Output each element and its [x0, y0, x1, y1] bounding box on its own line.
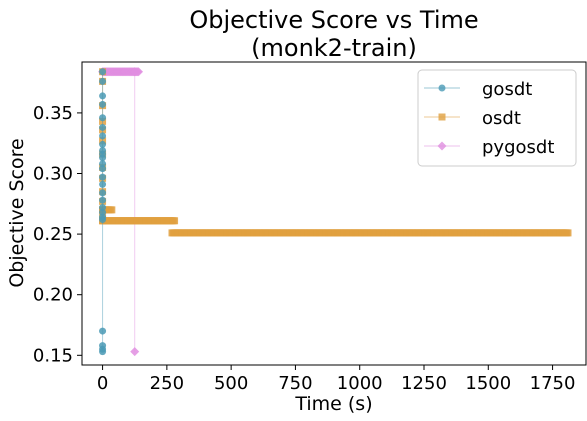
y-axis: 0.15 0.20 0.25 0.30 0.35 — [33, 103, 82, 366]
legend-label-gosdt: gosdt — [482, 79, 532, 100]
legend-box — [417, 69, 577, 167]
y-tick-label: 0.25 — [33, 224, 73, 245]
legend-marker-osdt — [438, 113, 446, 121]
x-tick-label: 0 — [97, 373, 108, 394]
y-tick-label: 0.35 — [33, 103, 73, 124]
data-point-pygosdt — [130, 67, 140, 77]
data-point-osdt — [99, 137, 107, 145]
x-tick-label: 1500 — [465, 373, 511, 394]
legend: gosdt osdt pygosdt — [417, 69, 577, 167]
data-point-gosdt — [99, 114, 107, 122]
legend-label-osdt: osdt — [482, 108, 521, 129]
data-point-gosdt — [99, 100, 107, 108]
x-tick-label: 1750 — [530, 373, 576, 394]
data-point-pygosdt — [130, 347, 140, 357]
x-axis: 0 250 500 750 1000 1250 1500 1750 — [97, 365, 576, 394]
series-run-osdt — [99, 217, 179, 225]
data-point-osdt — [99, 117, 107, 125]
legend-marker-pygosdt — [437, 141, 447, 151]
data-point-gosdt — [99, 348, 107, 356]
y-tick-label: 0.20 — [33, 285, 73, 306]
series-run-osdt — [168, 229, 572, 237]
x-tick-label: 1250 — [401, 373, 447, 394]
plot-frame — [81, 61, 587, 366]
data-point-gosdt — [99, 154, 107, 162]
x-tick-label: 1000 — [337, 373, 383, 394]
data-point-osdt — [564, 229, 572, 237]
data-point-gosdt — [99, 208, 107, 216]
data-point-gosdt — [99, 180, 107, 188]
x-tick-label: 750 — [278, 373, 312, 394]
data-point-gosdt — [99, 189, 107, 197]
x-tick-label: 250 — [150, 373, 184, 394]
data-point-gosdt — [99, 123, 107, 131]
data-point-gosdt — [99, 216, 107, 224]
series-osdt — [99, 68, 572, 237]
y-tick-label: 0.15 — [33, 345, 73, 366]
plot-area — [98, 67, 572, 357]
data-point-gosdt — [99, 140, 107, 148]
data-point-gosdt — [99, 165, 107, 173]
y-axis-label: Objective Score — [6, 138, 28, 287]
data-point-gosdt — [99, 203, 107, 211]
legend-label-pygosdt: pygosdt — [482, 137, 554, 158]
data-point-gosdt — [99, 132, 107, 140]
data-point-gosdt — [99, 160, 107, 168]
data-point-gosdt — [99, 196, 107, 204]
data-point-gosdt — [99, 327, 107, 335]
chart-title-line2: (monk2-train) — [251, 34, 417, 62]
data-point-gosdt — [99, 77, 107, 85]
series-gosdt — [99, 68, 107, 356]
data-point-gosdt — [99, 92, 107, 100]
x-axis-label: Time (s) — [294, 393, 372, 415]
x-tick-label: 500 — [214, 373, 248, 394]
y-tick-label: 0.30 — [33, 164, 73, 185]
data-point-osdt — [171, 217, 179, 225]
chart-title-line1: Objective Score vs Time — [189, 6, 478, 34]
data-point-gosdt — [99, 173, 107, 181]
legend-marker-gosdt — [438, 84, 446, 92]
data-point-gosdt — [99, 68, 107, 76]
data-point-osdt — [108, 206, 116, 214]
